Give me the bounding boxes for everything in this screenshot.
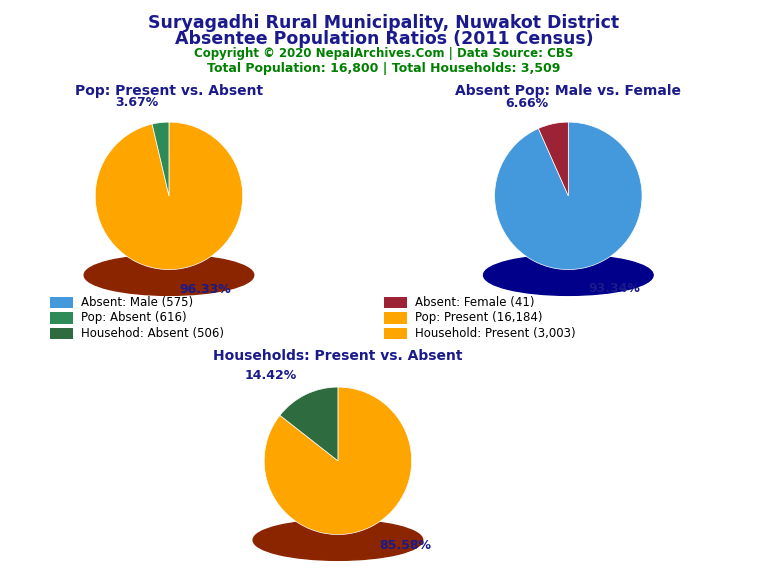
Text: Absent: Female (41): Absent: Female (41) [415, 296, 535, 309]
Ellipse shape [484, 255, 653, 295]
Text: Suryagadhi Rural Municipality, Nuwakot District: Suryagadhi Rural Municipality, Nuwakot D… [148, 14, 620, 32]
Wedge shape [95, 122, 243, 270]
Text: Absent: Male (575): Absent: Male (575) [81, 296, 193, 309]
Wedge shape [538, 122, 568, 196]
Title: Pop: Present vs. Absent: Pop: Present vs. Absent [75, 84, 263, 98]
Title: Households: Present vs. Absent: Households: Present vs. Absent [214, 349, 462, 363]
Ellipse shape [84, 255, 253, 295]
Ellipse shape [253, 520, 422, 560]
Text: Household: Present (3,003): Household: Present (3,003) [415, 327, 575, 340]
Text: 85.58%: 85.58% [379, 539, 431, 552]
Wedge shape [495, 122, 642, 270]
Text: Copyright © 2020 NepalArchives.Com | Data Source: CBS: Copyright © 2020 NepalArchives.Com | Dat… [194, 47, 574, 60]
Text: Total Population: 16,800 | Total Households: 3,509: Total Population: 16,800 | Total Househo… [207, 62, 561, 75]
Wedge shape [152, 122, 169, 196]
Text: 6.66%: 6.66% [505, 97, 548, 110]
Text: 93.34%: 93.34% [588, 282, 640, 295]
Wedge shape [280, 387, 338, 461]
Wedge shape [264, 387, 412, 535]
Text: 14.42%: 14.42% [244, 369, 296, 382]
Text: Househod: Absent (506): Househod: Absent (506) [81, 327, 223, 340]
Text: Pop: Absent (616): Pop: Absent (616) [81, 312, 187, 324]
Text: 96.33%: 96.33% [180, 283, 232, 296]
Text: Absentee Population Ratios (2011 Census): Absentee Population Ratios (2011 Census) [174, 30, 594, 48]
Text: Pop: Present (16,184): Pop: Present (16,184) [415, 312, 542, 324]
Title: Absent Pop: Male vs. Female: Absent Pop: Male vs. Female [455, 84, 681, 98]
Text: 3.67%: 3.67% [115, 96, 158, 109]
